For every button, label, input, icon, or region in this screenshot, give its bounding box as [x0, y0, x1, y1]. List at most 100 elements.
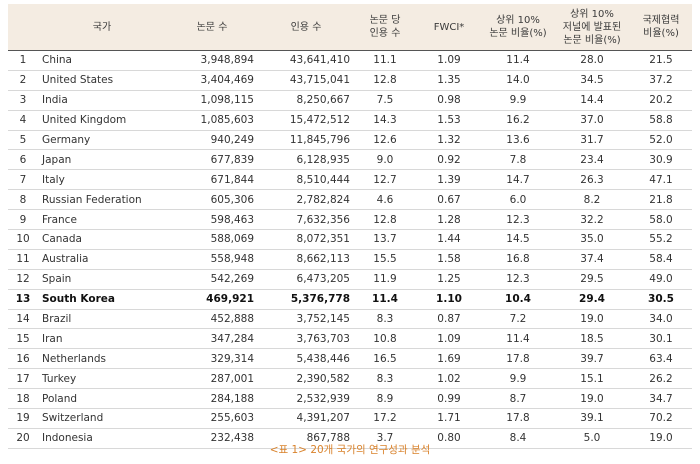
papers-cell: 3,404,469	[166, 70, 258, 91]
top10-journals-cell: 39.1	[554, 408, 630, 429]
table-row: 18 Poland 284,188 2,532,939 8.9 0.99 8.7 19.0 34…	[8, 388, 692, 410]
top10-papers-cell: 9.9	[482, 368, 554, 390]
top10-journals-cell: 15.1	[554, 368, 630, 390]
top10-journals-cell: 35.0	[554, 229, 630, 250]
cites-per-paper-cell: 15.5	[354, 249, 416, 270]
table-row: 1 China 3,948,894 43,641,410 11.1 1.09 11.4 28.…	[8, 50, 692, 71]
citations-cell: 2,390,582	[258, 368, 354, 390]
intl-collab-cell: 37.2	[630, 70, 692, 91]
papers-cell: 347,284	[166, 328, 258, 350]
intl-collab-cell: 47.1	[630, 169, 692, 191]
table-row: 11 Australia 558,948 8,662,113 15.5 1.58 16.8 3…	[8, 249, 692, 270]
papers-cell: 605,306	[166, 189, 258, 211]
country-cell: Netherlands	[38, 348, 166, 370]
citations-cell: 6,128,935	[258, 149, 354, 171]
table-caption: <표 1> 20개 국가의 연구성과 분석	[269, 444, 431, 456]
top10-journals-cell: 39.7	[554, 348, 630, 370]
top10-journals-cell: 23.4	[554, 149, 630, 171]
papers-cell: 329,314	[166, 348, 258, 370]
citations-cell: 43,641,410	[258, 50, 354, 71]
top10-journals-cell: 37.4	[554, 249, 630, 270]
fwci-cell: 1.28	[416, 209, 482, 231]
cites-per-paper-cell: 10.8	[354, 328, 416, 350]
papers-cell: 452,888	[166, 309, 258, 330]
top10-papers-cell: 11.4	[482, 50, 554, 71]
cites-per-paper-cell: 16.5	[354, 348, 416, 370]
top10-papers-cell: 17.8	[482, 408, 554, 429]
country-cell: Indonesia	[38, 428, 166, 449]
fwci-cell: 1.10	[416, 289, 482, 310]
rank-cell: 10	[8, 229, 38, 250]
fwci-cell: 1.69	[416, 348, 482, 370]
fwci-cell: 1.09	[416, 50, 482, 71]
table-row: 3 India 1,098,115 8,250,667 7.5 0.98 9.9 14.4 20…	[8, 90, 692, 111]
top10-papers-cell: 7.2	[482, 309, 554, 330]
intl-collab-cell: 20.2	[630, 90, 692, 111]
top10-papers-cell: 12.3	[482, 269, 554, 290]
cites-per-paper-cell: 8.9	[354, 388, 416, 410]
intl-collab-cell: 21.5	[630, 50, 692, 71]
table-row: 14 Brazil 452,888 3,752,145 8.3 0.87 7.2 19.0 34…	[8, 309, 692, 330]
fwci-cell: 1.39	[416, 169, 482, 191]
country-cell: United Kingdom	[38, 110, 166, 131]
top10-journals-cell: 8.2	[554, 189, 630, 211]
citations-cell: 8,072,351	[258, 229, 354, 250]
header-line: 상위 10%	[570, 8, 614, 20]
top10-journals-cell: 19.0	[554, 309, 630, 330]
papers-cell: 284,188	[166, 388, 258, 410]
top10-papers-cell: 13.6	[482, 130, 554, 151]
papers-cell: 255,603	[166, 408, 258, 429]
header-line: 인용 수	[369, 28, 401, 39]
country-cell: South Korea	[38, 289, 166, 310]
intl-collab-cell: 58.8	[630, 110, 692, 131]
rank-cell: 6	[8, 149, 38, 171]
table-row: 7 Italy 671,844 8,510,444 12.7 1.39 14.7 26.3 47…	[8, 169, 692, 191]
rank-cell: 16	[8, 348, 38, 370]
cites-per-paper-cell: 12.8	[354, 70, 416, 91]
country-cell: Germany	[38, 130, 166, 151]
table-row-highlighted: 13 South Korea 469,921 5,376,778 11.4 1.10 10.…	[8, 289, 692, 310]
citations-cell: 5,376,778	[258, 289, 354, 310]
top10-journals-cell: 37.0	[554, 110, 630, 131]
papers-cell: 1,085,603	[166, 110, 258, 131]
table-body: 1 China 3,948,894 43,641,410 11.1 1.09 11.4 28.…	[8, 50, 692, 449]
rank-cell: 3	[8, 90, 38, 111]
citations-cell: 6,473,205	[258, 269, 354, 290]
fwci-cell: 0.98	[416, 90, 482, 111]
country-cell: Japan	[38, 149, 166, 171]
country-cell: India	[38, 90, 166, 111]
research-performance-table: 국가 논문 수 인용 수 논문 당 인용 수 FWCI* 상위 10% 논문 비율(%) 상위 …	[8, 4, 692, 449]
country-cell: United States	[38, 70, 166, 91]
cites-per-paper-cell: 4.6	[354, 189, 416, 211]
rank-cell: 7	[8, 169, 38, 191]
cites-per-paper-cell: 8.3	[354, 309, 416, 330]
top10-papers-cell: 14.7	[482, 169, 554, 191]
table-row: 8 Russian Federation 605,306 2,782,824 4.6 0.…	[8, 189, 692, 211]
header-line: 논문 당	[369, 15, 401, 26]
fwci-cell: 1.25	[416, 269, 482, 290]
top10-journals-cell: 29.4	[554, 289, 630, 310]
country-cell: Turkey	[38, 368, 166, 390]
table-row: 2 United States 3,404,469 43,715,041 12.8 1.3…	[8, 70, 692, 91]
citations-cell: 43,715,041	[258, 70, 354, 91]
cites-per-paper-cell: 11.1	[354, 50, 416, 71]
rank-cell: 17	[8, 368, 38, 390]
top10-journals-cell: 26.3	[554, 169, 630, 191]
table-row: 17 Turkey 287,001 2,390,582 8.3 1.02 9.9 15.1 26…	[8, 368, 692, 390]
table-row: 10 Canada 588,069 8,072,351 13.7 1.44 14.5 35.0…	[8, 229, 692, 250]
country-cell: Canada	[38, 229, 166, 250]
fwci-cell: 1.02	[416, 368, 482, 390]
table-row: 6 Japan 677,839 6,128,935 9.0 0.92 7.8 23.4 30.9	[8, 149, 692, 171]
cites-per-paper-cell: 3.7	[354, 428, 416, 449]
cites-per-paper-cell: 11.9	[354, 269, 416, 290]
intl-collab-cell: 63.4	[630, 348, 692, 370]
citations-cell: 11,845,796	[258, 130, 354, 151]
rank-cell: 13	[8, 289, 38, 310]
fwci-cell: 1.09	[416, 328, 482, 350]
cites-per-paper-cell: 14.3	[354, 110, 416, 131]
intl-collab-cell: 34.0	[630, 309, 692, 330]
intl-collab-cell: 58.0	[630, 209, 692, 231]
citations-cell: 2,532,939	[258, 388, 354, 410]
papers-cell: 671,844	[166, 169, 258, 191]
